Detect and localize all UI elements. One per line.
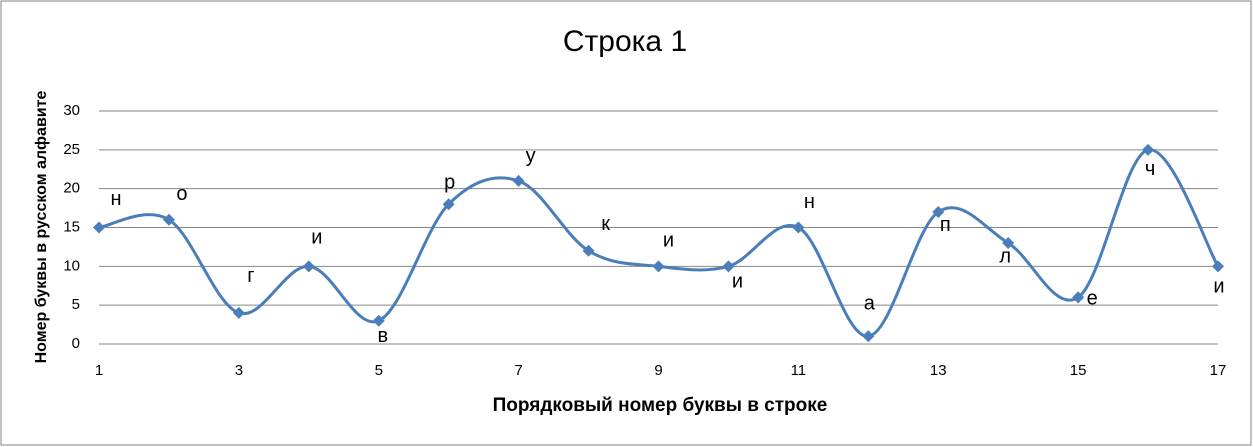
y-tick-label: 15 [63, 218, 80, 235]
x-tick-label: 13 [930, 362, 947, 379]
y-tick-label: 30 [63, 102, 80, 119]
data-label: е [1087, 288, 1098, 310]
data-label: л [999, 245, 1011, 267]
marker [932, 205, 945, 218]
marker [162, 213, 175, 226]
marker [232, 306, 245, 319]
marker [1212, 260, 1224, 273]
data-label: г [247, 265, 254, 287]
x-tick-label: 7 [514, 362, 522, 379]
x-tick-label: 9 [654, 362, 662, 379]
data-label: и [663, 230, 674, 252]
data-label: а [864, 293, 876, 315]
y-tick-label: 10 [63, 257, 80, 274]
data-label: в [377, 325, 388, 347]
marker [862, 330, 875, 343]
x-tick-label: 1 [95, 362, 103, 379]
marker [512, 174, 525, 187]
x-tick-label: 11 [791, 362, 807, 379]
data-label: п [940, 214, 951, 236]
y-axis-label: Номер буквы в русском алфавите [33, 91, 50, 364]
data-label: и [732, 271, 743, 293]
data-label: к [601, 213, 610, 235]
x-tick-label: 17 [1210, 362, 1227, 379]
marker [582, 244, 595, 257]
data-label: ч [1145, 158, 1155, 180]
marker [372, 314, 385, 327]
marker [652, 260, 665, 273]
x-axis-label: Порядковый номер буквы в строке [493, 395, 828, 416]
x-tick-label: 3 [235, 362, 243, 379]
marker [442, 198, 455, 211]
marker [302, 260, 315, 273]
x-tick-label: 5 [375, 362, 383, 379]
x-tick-label: 15 [1070, 362, 1087, 379]
y-tick-label: 0 [72, 335, 80, 352]
data-label: р [444, 171, 455, 193]
data-label: и [311, 227, 322, 249]
marker [1002, 237, 1015, 250]
data-label: у [526, 145, 536, 167]
data-label: н [804, 191, 815, 213]
marker [1142, 143, 1155, 156]
marker [792, 221, 805, 234]
data-label: н [110, 188, 121, 210]
marker [1072, 291, 1085, 304]
data-label: о [176, 183, 187, 205]
y-tick-label: 25 [63, 141, 80, 158]
y-tick-label: 20 [63, 180, 80, 197]
marker [722, 260, 735, 273]
data-label: и [1213, 276, 1224, 298]
chart-title: Строка 1 [563, 25, 687, 58]
line [98, 148, 1220, 338]
marker [93, 221, 105, 234]
y-tick-label: 5 [72, 296, 80, 313]
